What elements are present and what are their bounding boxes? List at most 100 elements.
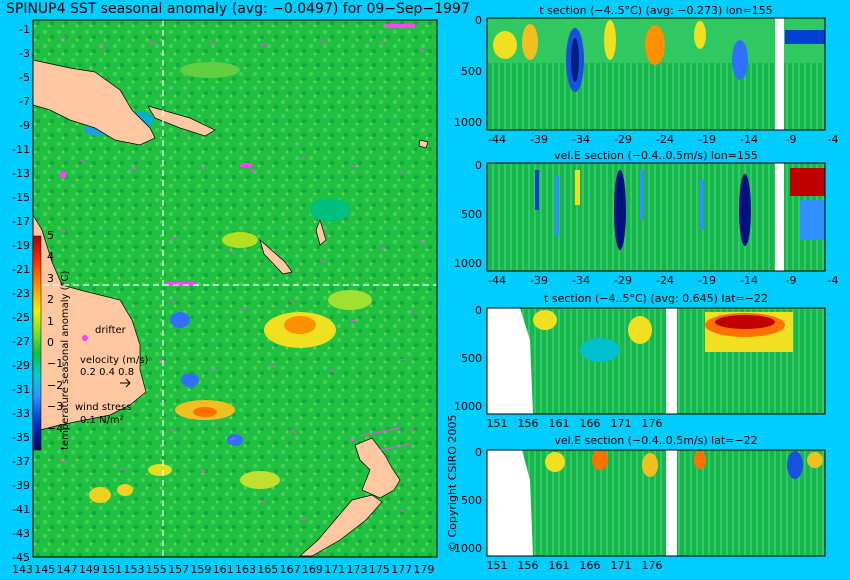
- vanuatu: [315, 218, 327, 246]
- map-x-tick: 175: [368, 563, 390, 576]
- section-panel-2: [486, 162, 826, 272]
- colorbar-tick: 5: [47, 229, 54, 242]
- section-x-tick: 176: [641, 417, 663, 430]
- map-y-tick: -3: [19, 47, 30, 60]
- colorbar-tick: −2: [47, 378, 64, 392]
- map-y-tick: -21: [12, 263, 30, 276]
- section-x-tick: -34: [572, 274, 590, 287]
- section-x-tick: -39: [530, 133, 548, 146]
- new-britain: [147, 105, 216, 137]
- map-y-tick: -23: [12, 287, 30, 300]
- legend-stress-label: wind stress: [75, 402, 132, 413]
- section-x-tick: -34: [572, 133, 590, 146]
- section-y-tick: 500: [461, 208, 482, 221]
- drifter-track: [385, 24, 415, 28]
- section-x-tick: 171: [610, 559, 632, 572]
- section-y-tick: 1000: [454, 257, 482, 270]
- section-x-tick: -19: [698, 274, 716, 287]
- colorbar-tick: 2: [47, 293, 54, 307]
- section-x-tick: -29: [614, 274, 632, 287]
- section-x-tick: -19: [698, 133, 716, 146]
- section-x-tick: -39: [530, 274, 548, 287]
- map-x-tick: 159: [190, 563, 212, 576]
- map-x-tick: 147: [56, 563, 78, 576]
- section-x-tick: -4: [827, 133, 839, 146]
- map-x-tick: 149: [78, 563, 100, 576]
- drifter-track: [60, 172, 66, 178]
- drifter-track: [166, 282, 196, 286]
- map-x-tick: 169: [301, 563, 323, 576]
- section-x-tick: -4: [827, 274, 839, 287]
- map-y-tick: -45: [12, 551, 30, 564]
- colorbar-tick: 4: [47, 250, 54, 264]
- section-x-tick: -9: [785, 133, 797, 146]
- section-x-tick: 151: [486, 417, 508, 430]
- section-x-tick: 171: [610, 417, 632, 430]
- section-x-tick: -44: [488, 133, 506, 146]
- copyright-notice: © Copyright CSIRO 2005: [446, 414, 459, 552]
- anomaly-patches: [84, 62, 395, 503]
- page-title: SPINUP4 SST seasonal anomaly (avg: −0.04…: [6, 1, 470, 17]
- map-x-tick: 179: [413, 563, 435, 576]
- new-caledonia: [259, 238, 293, 275]
- section-x-tick: -14: [740, 133, 758, 146]
- map-x-tick: 167: [279, 563, 301, 576]
- map-y-tick: -7: [19, 95, 30, 108]
- section-x-tick: 176: [641, 559, 663, 572]
- map-y-tick: -27: [12, 335, 30, 348]
- section-y-tick: 500: [461, 494, 482, 507]
- section-x-tick: 156: [517, 559, 539, 572]
- map-x-tick: 161: [212, 563, 234, 576]
- colorbar-tick: −1: [47, 357, 64, 371]
- section-title-2: vel.E section (−0.4..0.5m/s) lon=155: [554, 149, 758, 162]
- map-x-tick: 153: [123, 563, 145, 576]
- map-y-tick: -25: [12, 311, 30, 324]
- new-guinea: [32, 59, 156, 146]
- map-y-tick: -31: [12, 383, 30, 396]
- map-x-tick: 171: [324, 563, 346, 576]
- section-y-tick: 500: [461, 352, 482, 365]
- map-y-tick: -19: [12, 239, 30, 252]
- map-y-tick: -35: [12, 431, 30, 444]
- map-y-tick: -9: [19, 119, 30, 132]
- map-panel: [32, 19, 438, 558]
- section-y-tick: 0: [475, 304, 482, 317]
- velocity-arrow-icon: [120, 378, 131, 388]
- map-y-tick: -13: [12, 167, 30, 180]
- map-x-tick: 157: [168, 563, 190, 576]
- map-y-tick: -5: [19, 71, 30, 84]
- colorbar-tick: 0: [47, 336, 54, 349]
- section-x-tick: -29: [614, 133, 632, 146]
- section-title-3: t section (−4..5°C) (avg: 0.645) lat=−22: [544, 292, 768, 305]
- section-y-tick: 0: [475, 14, 482, 27]
- legend-stress-value: 0.1 N/m²: [80, 415, 124, 426]
- section-x-tick: -24: [656, 133, 674, 146]
- drifter-symbol: [82, 335, 88, 341]
- legend-velocity-values: 0.2 0.4 0.8: [80, 367, 135, 378]
- legend-drifter: drifter: [95, 325, 126, 336]
- section-x-tick: 151: [486, 559, 508, 572]
- fiji: [418, 139, 429, 149]
- australia: [32, 213, 147, 433]
- map-x-tick: 151: [101, 563, 123, 576]
- section-x-tick: 161: [548, 417, 570, 430]
- section-y-tick: 1000: [454, 542, 482, 555]
- section-x-tick: -44: [488, 274, 506, 287]
- map-y-tick: -17: [12, 215, 30, 228]
- map-y-tick: -29: [12, 359, 30, 372]
- section-x-tick: -24: [656, 274, 674, 287]
- colorbar-tick: −3: [47, 400, 64, 414]
- colorbar-tick: 3: [47, 271, 54, 285]
- land-masses: [32, 59, 429, 557]
- section-y-tick: 1000: [454, 116, 482, 129]
- map-y-tick: -41: [12, 503, 30, 516]
- section-y-tick: 1000: [454, 400, 482, 413]
- section-panel-3: [486, 307, 826, 415]
- map-x-tick: 143: [12, 563, 33, 576]
- nz-north-island: [354, 437, 401, 499]
- section-x-tick: -14: [740, 274, 758, 287]
- map-x-tick: 145: [34, 563, 56, 576]
- section-y-tick: 0: [475, 159, 482, 172]
- map-y-tick: -15: [12, 191, 30, 204]
